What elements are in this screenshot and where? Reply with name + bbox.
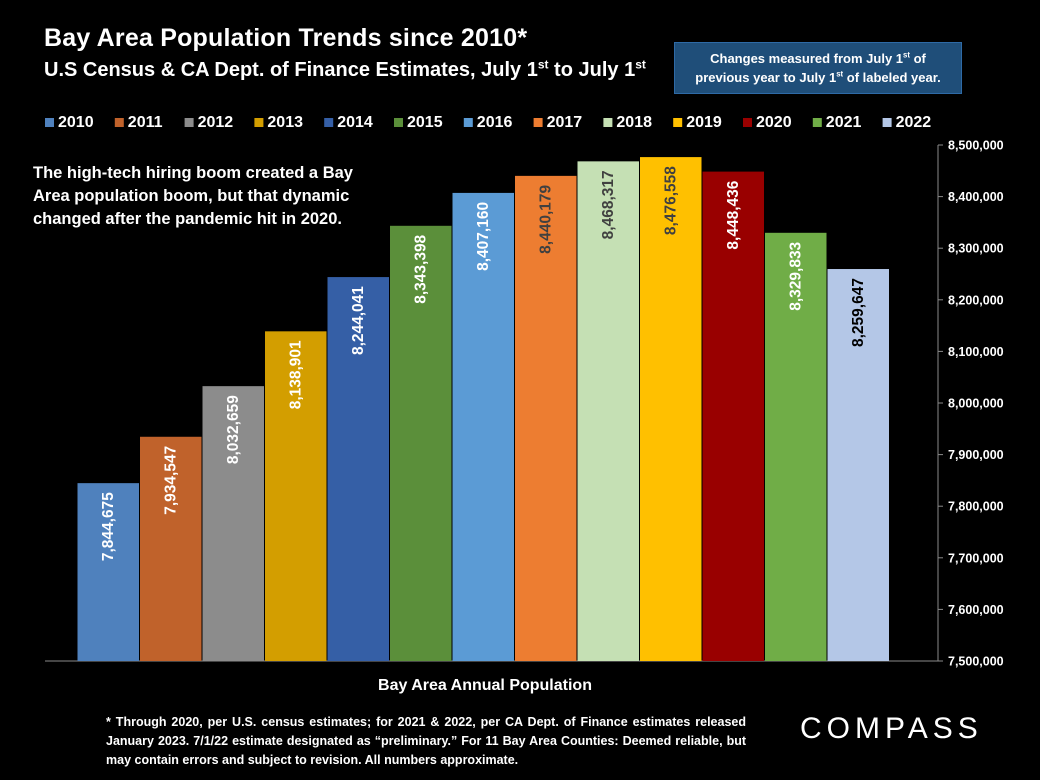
compass-logo: COMPASS [800, 712, 983, 745]
chart-subtitle: U.S Census & CA Dept. of Finance Estimat… [44, 57, 646, 82]
y-tick-label: 7,500,000 [948, 655, 1004, 669]
bar-2013 [265, 331, 327, 661]
y-tick-label: 8,000,000 [948, 397, 1004, 411]
subtitle-text-2: to July 1 [548, 59, 636, 81]
legend-swatch-2018 [603, 118, 613, 127]
bar-value-label: 8,448,436 [725, 180, 742, 249]
bar-2010 [77, 483, 139, 661]
bar-2022 [827, 269, 889, 661]
y-tick-label: 8,500,000 [948, 139, 1004, 153]
legend-swatch-2016 [463, 118, 473, 127]
subtitle-sup-2: st [635, 57, 646, 72]
note-line-2: previous year to July 1st of labeled yea… [675, 68, 961, 87]
legend-label-2010: 2010 [58, 114, 94, 131]
bar-value-label: 8,138,901 [288, 340, 305, 409]
y-tick-label: 7,600,000 [948, 603, 1004, 617]
bar-value-label: 8,343,398 [413, 234, 430, 303]
bar-value-label: 7,844,675 [100, 492, 117, 561]
page-title: Bay Area Population Trends since 2010* [44, 24, 528, 52]
legend-swatch-2014 [324, 118, 334, 127]
legend-swatch-2010 [45, 118, 54, 127]
legend-swatch-2013 [254, 118, 264, 127]
legend-label-2015: 2015 [407, 114, 443, 131]
bar-2019 [640, 157, 702, 661]
bar-2011 [140, 436, 202, 661]
y-tick-label: 8,100,000 [948, 345, 1004, 359]
legend-swatch-2022 [882, 118, 892, 127]
bar-value-label: 8,329,833 [788, 241, 805, 310]
subtitle-text-1: U.S Census & CA Dept. of Finance Estimat… [44, 59, 538, 81]
legend-label-2019: 2019 [686, 114, 722, 131]
y-tick-label: 7,700,000 [948, 551, 1004, 565]
bar-value-label: 8,032,659 [225, 395, 242, 464]
legend-label-2017: 2017 [547, 114, 583, 131]
bar-value-label: 7,934,547 [163, 446, 180, 515]
y-tick-label: 8,200,000 [948, 293, 1004, 307]
legend-swatch-2012 [184, 118, 194, 127]
legend-label-2014: 2014 [337, 114, 373, 131]
legend-label-2016: 2016 [477, 114, 513, 131]
note-line-2-sup: st [836, 69, 844, 79]
note-line-1: Changes measured from July 1st of [675, 49, 961, 68]
y-tick-label: 7,900,000 [948, 448, 1004, 462]
y-tick-label: 8,400,000 [948, 190, 1004, 204]
note-line-1-sup: st [903, 50, 910, 60]
chart-callout: The high-tech hiring boom created a Bay … [33, 164, 353, 228]
legend-swatch-2017 [533, 118, 543, 127]
bar-value-label: 8,244,041 [350, 286, 367, 355]
bar-value-label: 8,468,317 [600, 170, 617, 239]
y-tick-label: 7,800,000 [948, 500, 1004, 514]
note-line-2-text-a: previous year to July 1 [695, 70, 837, 85]
legend-swatch-2015 [394, 118, 403, 127]
note-line-1-text-b: of [909, 51, 926, 66]
legend-label-2021: 2021 [826, 114, 862, 131]
bar-2014 [327, 277, 389, 661]
legend-label-2022: 2022 [896, 114, 932, 131]
subtitle-sup-1: st [537, 57, 549, 72]
measurement-note-box: Changes measured from July 1st of previo… [674, 42, 962, 94]
legend-label-2013: 2013 [267, 114, 303, 131]
legend-swatch-2021 [812, 118, 822, 127]
bar-value-label: 8,476,558 [663, 166, 680, 235]
bar-value-label: 8,440,179 [538, 185, 555, 254]
x-axis-label: Bay Area Annual Population [378, 677, 592, 694]
legend-label-2011: 2011 [128, 114, 163, 131]
y-tick-label: 8,300,000 [948, 242, 1004, 256]
bar-value-label: 8,407,160 [475, 202, 492, 271]
legend-label-2020: 2020 [756, 114, 792, 131]
note-line-1-text-a: Changes measured from July 1 [710, 51, 904, 66]
legend-swatch-2011 [114, 118, 124, 127]
legend-label-2012: 2012 [198, 114, 234, 131]
note-line-2-text-b: of labeled year. [843, 70, 941, 85]
legend-swatch-2019 [673, 118, 683, 127]
bar-2016 [452, 192, 514, 661]
legend-swatch-2020 [743, 118, 752, 127]
bar-2021 [765, 232, 827, 662]
bar-2017 [515, 175, 577, 662]
bar-value-label: 8,259,647 [850, 278, 867, 347]
bar-2020 [702, 171, 764, 661]
bar-2018 [577, 161, 639, 661]
bar-2015 [390, 225, 452, 661]
legend-label-2018: 2018 [616, 114, 652, 131]
footnote: * Through 2020, per U.S. census estimate… [106, 715, 746, 767]
bar-2012 [202, 386, 264, 661]
